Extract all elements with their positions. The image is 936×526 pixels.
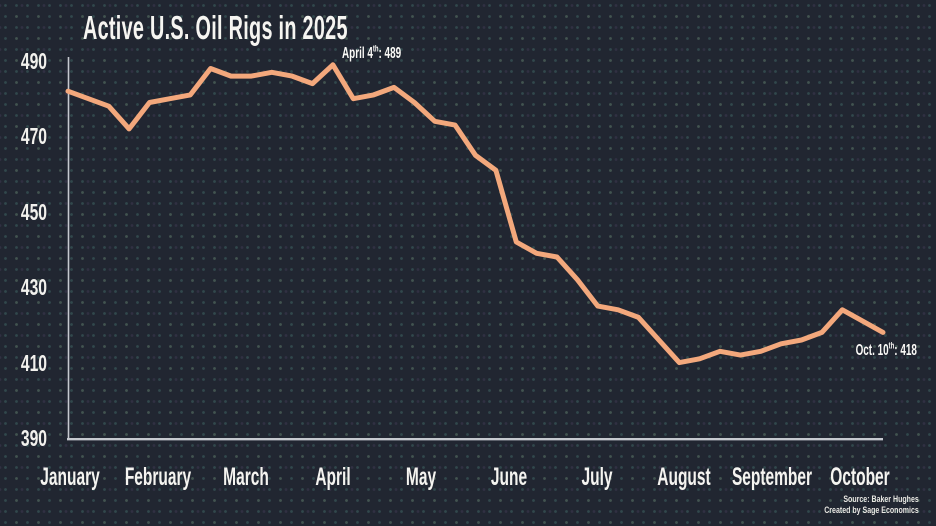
x-axis-month-label: June xyxy=(490,463,528,491)
y-axis-tick: 490 xyxy=(20,48,47,74)
annotation-superscript: th xyxy=(888,340,895,352)
x-axis-month-label: May xyxy=(405,463,437,491)
creator-credit: Created by Sage Economics xyxy=(824,505,919,516)
chart-title: Active U.S. Oil Rigs in 2025 xyxy=(83,9,348,46)
x-axis-month-label: October xyxy=(830,463,890,491)
annotation-text: Oct. 10 xyxy=(855,342,889,359)
annotation-text: April 4 xyxy=(342,45,373,62)
annotation-april-peak: April 4th: 489 xyxy=(342,43,402,63)
annotation-text: : 489 xyxy=(378,45,402,62)
x-axis-month-label: September xyxy=(731,463,813,491)
y-axis-tick: 470 xyxy=(20,123,47,149)
x-axis-month-label: July xyxy=(581,463,613,491)
x-axis-month-label: August xyxy=(657,463,711,491)
source-credit: Source: Baker Hughes xyxy=(843,494,919,505)
y-axis-tick: 450 xyxy=(20,199,47,225)
rig-count-line xyxy=(65,62,886,366)
annotation-oct-latest: Oct. 10th: 418 xyxy=(855,340,917,360)
source-credits: Source: Baker Hughes Created by Sage Eco… xyxy=(824,494,919,516)
y-axis-tick: 390 xyxy=(20,425,47,451)
x-axis-month-label: January xyxy=(40,463,100,491)
x-axis-month-label: April xyxy=(315,463,351,491)
x-axis-month-label: March xyxy=(223,463,269,491)
y-axis-tick: 410 xyxy=(20,350,47,376)
y-axis-tick: 430 xyxy=(20,274,47,300)
annotation-superscript: th xyxy=(372,43,379,55)
x-axis-month-label: February xyxy=(124,463,192,491)
annotation-text: : 418 xyxy=(894,342,917,359)
